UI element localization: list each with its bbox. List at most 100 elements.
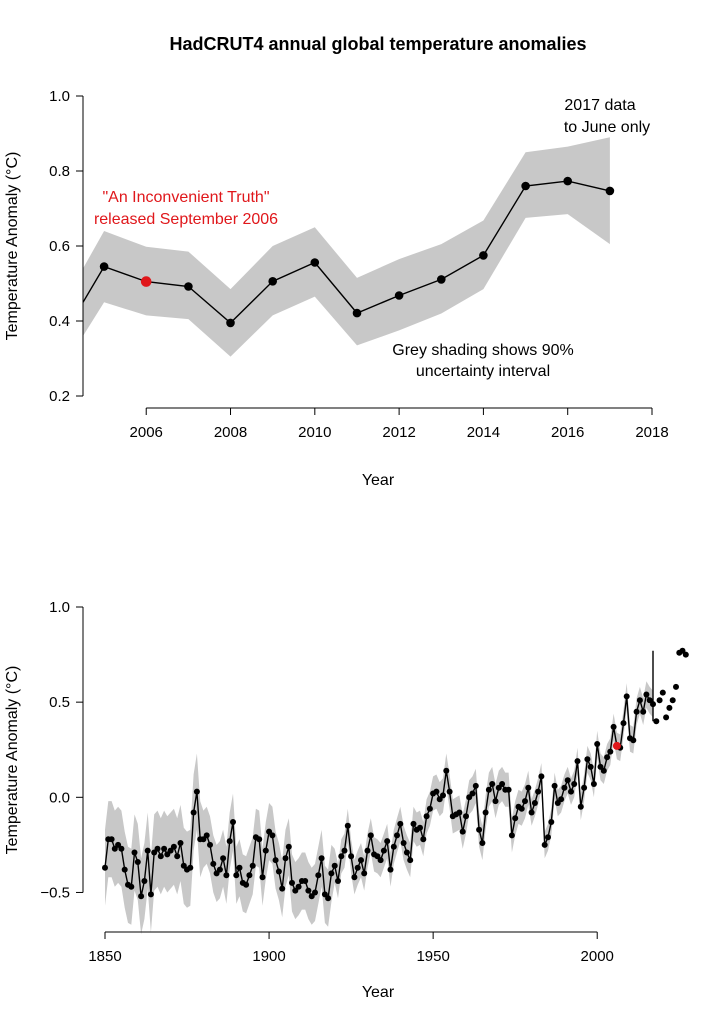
full-point <box>600 767 607 774</box>
annotation-partial-line2: to June only <box>564 119 650 136</box>
full-point <box>328 870 335 877</box>
recent-point <box>479 251 488 260</box>
full-point <box>604 754 611 761</box>
recent-point <box>352 308 362 318</box>
full-point <box>417 824 423 831</box>
recent-point <box>310 258 320 267</box>
recent-y-tick-label: 0.2 <box>49 388 70 405</box>
full-point <box>190 809 197 816</box>
full-x-tick-label: 1900 <box>252 948 285 965</box>
full-point <box>538 773 545 780</box>
full-point <box>541 841 548 848</box>
full-point <box>318 855 325 862</box>
full-point <box>443 767 450 774</box>
full-point <box>590 781 597 787</box>
full-point <box>492 798 499 805</box>
data-points-recent <box>99 176 615 328</box>
full-point <box>177 840 184 846</box>
full-point <box>594 741 601 747</box>
full-point <box>548 819 555 825</box>
full-x-tick-label: 1950 <box>416 948 449 965</box>
full-point <box>623 693 630 700</box>
recent-highlight-point <box>140 276 152 287</box>
full-point <box>440 792 446 799</box>
full-point <box>236 864 243 871</box>
recent-y-tick-label: 0.8 <box>49 163 70 180</box>
y-axis-label-full: Temperature Anomaly (°C) <box>4 666 21 855</box>
full-point <box>138 893 145 900</box>
full-point <box>400 840 407 846</box>
full-point <box>656 697 663 704</box>
full-point <box>226 838 233 845</box>
full-point <box>134 859 141 865</box>
recent-y-tick-label: 0.4 <box>49 313 70 330</box>
full-point <box>561 784 568 791</box>
panel-recent: 0.2 0.4 0.6 0.8 1.0 2006 2008 2010 2012 2014 2016… <box>4 88 669 489</box>
full-point <box>581 784 588 791</box>
full-point <box>203 832 210 839</box>
full-point <box>315 872 322 879</box>
full-point <box>144 847 151 854</box>
y-ticks-full: −0.5 0.0 0.5 1.0 <box>40 599 83 901</box>
recent-point <box>605 186 615 196</box>
full-point <box>302 878 309 884</box>
recent-point <box>226 318 235 328</box>
full-point <box>673 683 679 690</box>
full-point <box>456 809 463 816</box>
full-point <box>325 895 332 902</box>
full-point <box>407 857 414 864</box>
full-point <box>469 790 476 797</box>
full-point <box>364 847 371 854</box>
full-point <box>394 832 400 839</box>
uncertainty-band-recent <box>83 137 610 357</box>
full-point <box>121 866 128 873</box>
recent-point <box>268 277 278 286</box>
recent-x-tick-label: 2018 <box>635 424 668 441</box>
full-point <box>154 845 161 852</box>
full-point <box>568 788 574 795</box>
full-point <box>433 788 440 795</box>
full-point <box>472 782 479 789</box>
full-point <box>653 718 660 725</box>
full-point <box>584 756 591 763</box>
full-point <box>669 697 676 704</box>
full-point <box>275 868 282 875</box>
full-point <box>331 862 338 869</box>
full-point <box>285 843 292 850</box>
full-point <box>259 874 266 881</box>
full-point <box>108 836 115 843</box>
full-point <box>262 847 269 854</box>
full-point <box>528 809 535 816</box>
full-point <box>630 737 637 744</box>
recent-y-tick-label: 1.0 <box>49 88 70 105</box>
recent-point <box>394 291 404 300</box>
full-point <box>348 853 355 860</box>
full-point <box>128 883 135 890</box>
full-point <box>390 843 397 850</box>
full-point <box>118 845 125 852</box>
full-point <box>485 786 492 793</box>
full-point <box>161 845 168 852</box>
full-point <box>312 889 318 896</box>
full-point <box>230 819 236 825</box>
full-point <box>508 832 515 839</box>
full-point <box>344 822 351 829</box>
recent-point <box>184 282 193 291</box>
full-point <box>187 864 194 871</box>
x-axis-label-full: Year <box>362 984 395 1001</box>
full-point <box>243 881 250 888</box>
full-point <box>535 788 542 795</box>
full-point <box>636 697 643 704</box>
full-point <box>650 701 656 708</box>
full-point <box>410 820 417 827</box>
full-point <box>233 872 240 879</box>
recent-y-tick-label: 0.6 <box>49 238 70 255</box>
full-point <box>663 714 670 721</box>
full-point <box>512 815 519 822</box>
panel-full-record: −0.5 0.0 0.5 1.0 1850 1900 1950 2000 Year Temp… <box>4 599 689 1001</box>
recent-x-tick-label: 2014 <box>467 424 500 441</box>
full-point <box>423 813 430 820</box>
full-point <box>384 838 391 845</box>
full-point <box>476 826 483 833</box>
